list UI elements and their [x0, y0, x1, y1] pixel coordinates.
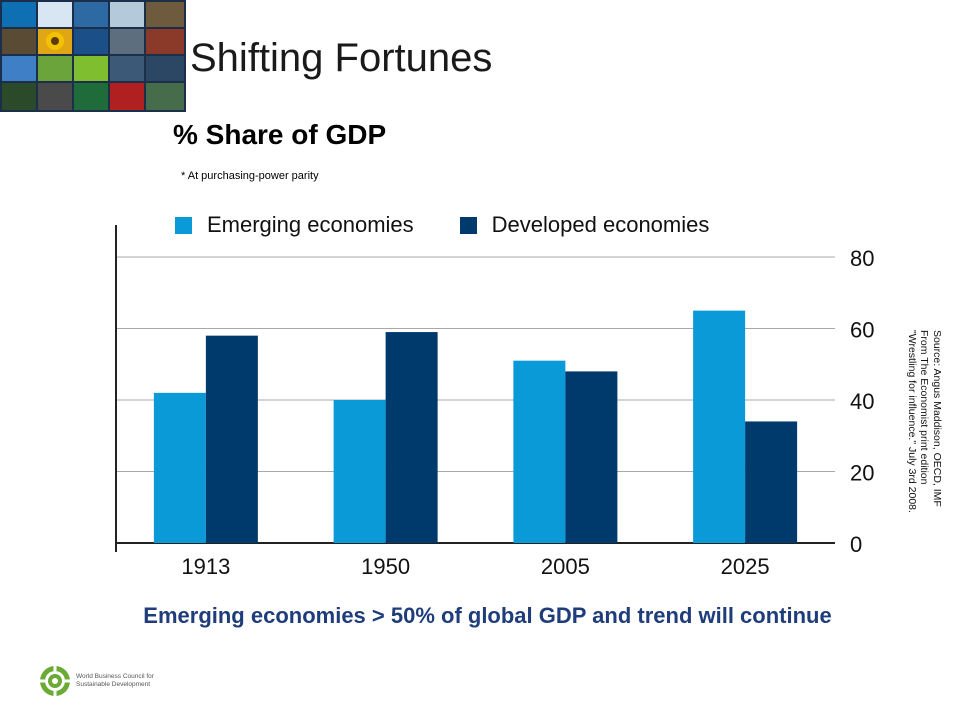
x-tick-label-2025: 2025 — [721, 554, 770, 579]
x-tick-label-1913: 1913 — [181, 554, 230, 579]
y-tick-label-0: 0 — [850, 532, 862, 557]
y-tick-label-20: 20 — [850, 461, 874, 486]
legend-swatch-emerging — [175, 216, 192, 234]
x-tick-label-2005: 2005 — [541, 554, 590, 579]
x-tick-label-1950: 1950 — [361, 554, 410, 579]
bar-emerging-1913 — [153, 392, 206, 543]
org-name-line-1: World Business Council for — [76, 673, 154, 680]
bar-developed-1913 — [205, 335, 258, 543]
source-line-2: From The Economist print edition — [918, 330, 931, 485]
headline-conclusion: Emerging economies > 50% of global GDP a… — [143, 603, 832, 628]
slide-title: Shifting Fortunes — [190, 36, 493, 80]
source-note: Source: Angus Maddison, OECD, IMF From T… — [898, 330, 943, 560]
y-tick-label-80: 80 — [850, 246, 874, 271]
legend-swatch-developed — [459, 216, 477, 234]
photo-mosaic-icon — [0, 0, 186, 112]
y-tick-label-60: 60 — [850, 318, 874, 343]
bar-emerging-2005 — [513, 360, 566, 543]
bar-developed-2005 — [565, 371, 618, 543]
org-name-line-2: Sustainable Development — [76, 681, 151, 688]
chart-legend: Emerging economies Developed economies — [175, 210, 755, 240]
legend-label-emerging: Emerging economies — [207, 212, 414, 237]
y-tick-label-40: 40 — [850, 389, 874, 414]
bar-chart: 0 20 40 60 80 1913 1950 2005 2025 — [115, 225, 874, 579]
org-logo: World Business Council for Sustainable D… — [38, 664, 154, 698]
ppp-note: * At purchasing-power parity — [181, 170, 319, 182]
wbcsd-logo-icon — [39, 665, 71, 697]
legend-item-emerging: Emerging economies — [175, 212, 414, 238]
legend-item-developed: Developed economies — [459, 212, 710, 238]
bar-emerging-2025 — [693, 310, 746, 543]
bar-developed-1950 — [385, 332, 438, 543]
bar-developed-2025 — [745, 421, 798, 543]
legend-label-developed: Developed economies — [491, 212, 710, 237]
source-line-3: "Wrestling for influence." July 3rd 2008… — [906, 330, 918, 513]
bar-emerging-1950 — [333, 400, 386, 543]
source-line-1: Source: Angus Maddison, OECD, IMF — [931, 330, 943, 507]
chart-title: % Share of GDP — [173, 119, 387, 150]
